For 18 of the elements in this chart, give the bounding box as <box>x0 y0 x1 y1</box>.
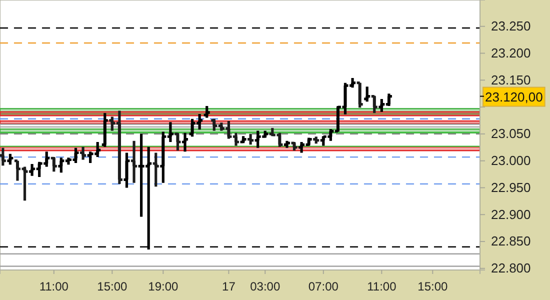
y-tick-label: 23.000 <box>491 152 531 168</box>
x-tick-label: 19:00 <box>148 280 178 294</box>
x-tick-label: 11:00 <box>367 280 397 294</box>
x-tick-label: 15:00 <box>418 280 448 294</box>
x-tick-label: 11:00 <box>39 280 69 294</box>
x-tick-label: 17 <box>222 280 236 294</box>
y-tick-label: 23.200 <box>491 45 531 60</box>
y-tick-label: 22.900 <box>491 206 531 222</box>
x-tick-label: 15:00 <box>97 280 128 294</box>
y-tick-label: 22.950 <box>491 180 531 195</box>
y-tick-label: 23.150 <box>491 72 531 88</box>
y-tick-label: 23.250 <box>491 18 531 34</box>
y-tick-label: 22.800 <box>491 260 531 276</box>
text: 23.120,00 <box>485 89 543 104</box>
y-tick-label: 23.050 <box>491 126 531 142</box>
y-tick-label: 22.850 <box>491 234 531 249</box>
x-tick-label: 03:00 <box>250 280 280 294</box>
x-tick-label: 07:00 <box>308 280 339 294</box>
